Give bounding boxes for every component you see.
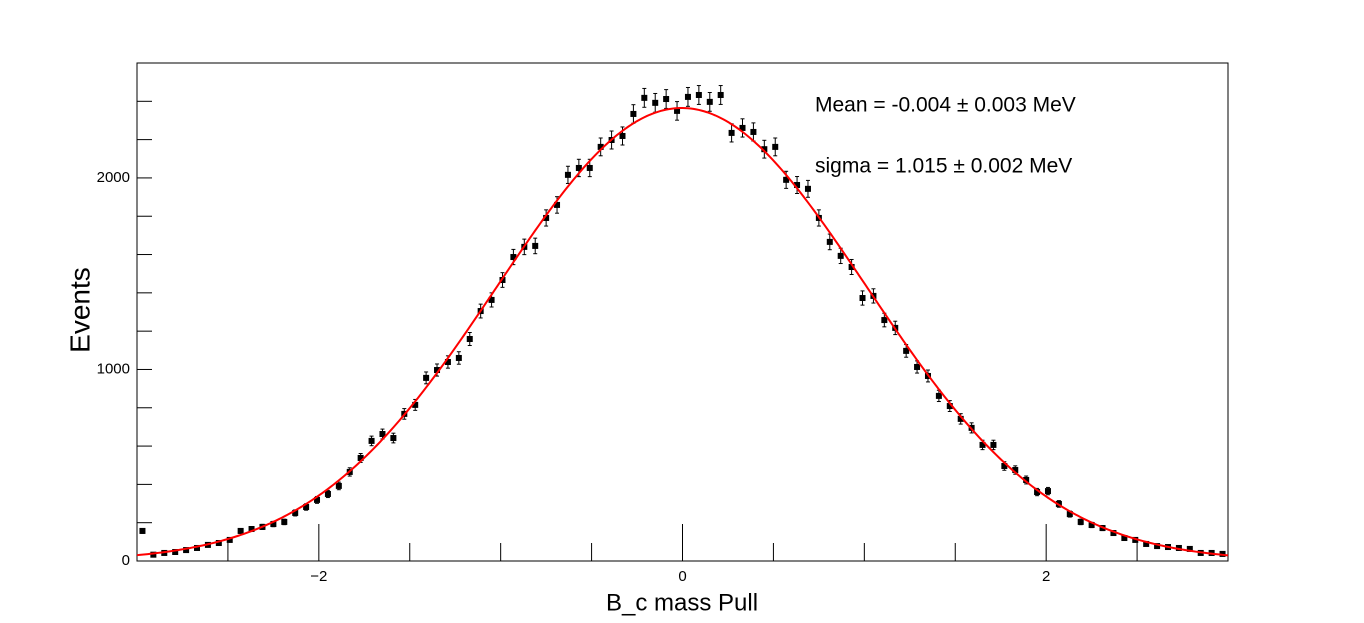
y-tick-label: 1000	[97, 360, 130, 377]
data-point	[390, 435, 397, 442]
data-point	[586, 164, 593, 171]
data-point	[314, 496, 321, 503]
data-point	[826, 238, 833, 245]
data-point	[859, 295, 866, 302]
data-point	[717, 91, 724, 98]
data-point	[750, 128, 757, 135]
plot-frame	[136, 62, 1229, 562]
data-point	[772, 143, 779, 150]
data-point	[794, 182, 801, 189]
x-axis-label: B_c mass Pull	[606, 589, 758, 616]
data-point	[226, 536, 233, 543]
data-point	[761, 146, 768, 153]
data-point	[423, 374, 430, 381]
data-point	[881, 317, 888, 324]
data-point	[1066, 511, 1073, 518]
data-point	[935, 392, 942, 399]
data-point	[1132, 536, 1139, 543]
data-point	[728, 129, 735, 136]
x-tick-label: 2	[1042, 568, 1050, 585]
data-point	[270, 521, 277, 528]
data-point	[455, 354, 462, 361]
data-point	[957, 415, 964, 422]
data-point	[1034, 489, 1041, 496]
data-point	[292, 509, 299, 516]
data-point	[804, 185, 811, 192]
x-tick-label: −2	[310, 568, 327, 585]
data-point	[1001, 462, 1008, 469]
data-point	[150, 551, 157, 558]
fit-curve	[136, 107, 1229, 557]
data-point	[783, 176, 790, 183]
data-point	[172, 548, 179, 555]
data-point	[412, 401, 419, 408]
data-point	[303, 503, 310, 510]
data-point	[674, 107, 681, 114]
y-axis-label: Events	[64, 267, 95, 353]
data-point	[1154, 543, 1161, 550]
data-point	[379, 431, 386, 438]
data-point	[139, 527, 146, 534]
data-point	[1044, 488, 1051, 495]
y-tick-label: 0	[122, 552, 130, 569]
data-point	[281, 518, 288, 525]
data-point	[575, 164, 582, 171]
data-point	[532, 242, 539, 249]
data-point	[543, 214, 550, 221]
data-point	[194, 544, 201, 551]
data-point	[1186, 545, 1193, 552]
data-point	[837, 252, 844, 259]
annotation: Mean = -0.004 ± 0.003 MeV	[815, 94, 1076, 117]
data-point	[630, 110, 637, 117]
data-point	[684, 93, 691, 100]
data-point	[979, 441, 986, 448]
data-point	[335, 482, 342, 489]
data-point	[1023, 476, 1030, 483]
data-point	[652, 99, 659, 106]
data-point	[848, 263, 855, 270]
data-point	[946, 403, 953, 410]
data-point	[1143, 540, 1150, 547]
data-point	[695, 91, 702, 98]
data-point	[1121, 535, 1128, 542]
data-point	[237, 527, 244, 534]
data-point	[903, 347, 910, 354]
data-point	[510, 254, 517, 261]
data-point	[357, 454, 364, 461]
data-point	[619, 132, 626, 139]
data-point	[434, 367, 441, 374]
data-point	[663, 96, 670, 103]
data-point	[554, 201, 561, 208]
data-point	[990, 441, 997, 448]
annotation: sigma = 1.015 ± 0.002 MeV	[815, 155, 1072, 178]
data-point	[641, 94, 648, 101]
data-point	[706, 98, 713, 105]
data-point	[248, 526, 255, 533]
y-tick-label: 2000	[97, 169, 130, 186]
data-point	[444, 358, 451, 365]
data-point	[368, 437, 375, 444]
data-point	[739, 124, 746, 131]
data-point	[1110, 530, 1117, 537]
data-point	[324, 490, 331, 497]
data-point	[564, 171, 571, 178]
data-point	[215, 539, 222, 546]
data-point	[597, 143, 604, 150]
data-point	[914, 363, 921, 370]
data-point	[183, 547, 190, 554]
x-tick-label: 0	[678, 568, 686, 585]
data-point	[466, 336, 473, 343]
data-point	[1088, 521, 1095, 528]
data-point	[488, 296, 495, 303]
data-point	[1077, 518, 1084, 525]
data-point	[1012, 467, 1019, 474]
